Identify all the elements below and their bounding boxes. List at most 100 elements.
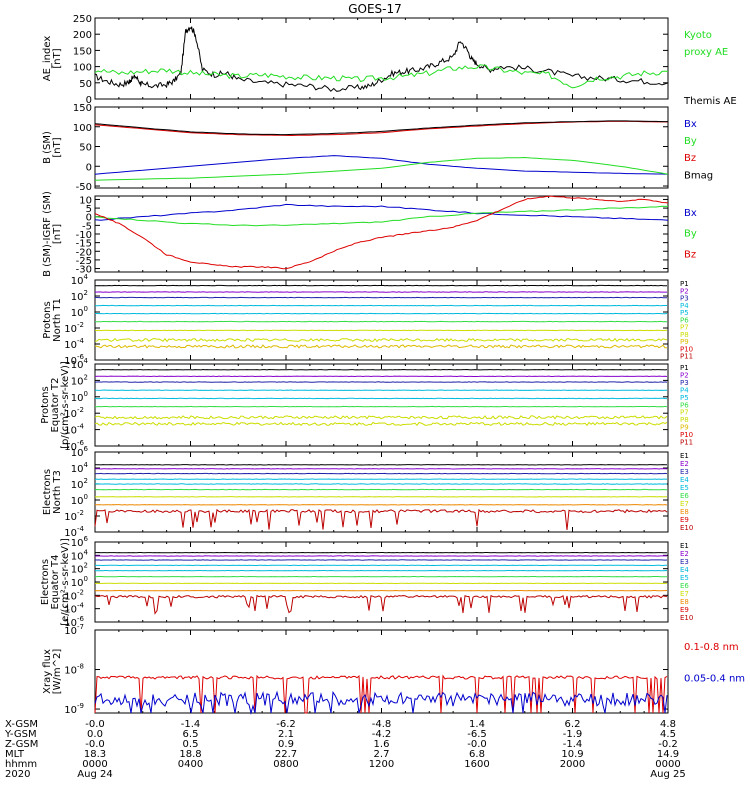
x-axis-row-value: 0.0 [87,729,103,740]
y-axis-label: B (SM)-IGRF (SM) [42,191,53,277]
series-line-bz [94,120,669,137]
flux-line-p8 [94,337,668,343]
x-axis-row-value: 4.5 [660,729,676,740]
x-axis-row-label: MLT [5,749,25,760]
legend-label: E10 [680,524,693,532]
panel-frame [94,106,669,189]
legend-label: P9 [680,424,689,432]
x-axis-row-label: Z-GSM [5,739,38,750]
legend-label: 0.05-0.4 nm [684,674,745,685]
panel-frame [94,629,669,714]
x-axis-row-value: Aug 25 [650,769,685,780]
flux-line-e9 [94,594,668,615]
legend-label: E5 [680,574,689,582]
x-axis-row-value: 0000 [82,759,107,770]
y-tick-label: 106 [71,445,89,459]
legend-label: P1 [680,280,689,288]
legend-label: P1 [680,364,689,372]
y-axis-label: Protons [42,301,53,338]
legend-label: E6 [680,492,689,500]
legend-label: P7 [680,324,689,332]
x-axis-row-value: 1600 [464,759,489,770]
series-line-bz [94,195,669,270]
legend-label: E2 [680,550,689,558]
legend-label: Bx [684,208,697,219]
x-axis-row-value: -0.0 [85,739,105,750]
panel-frame [94,17,669,100]
y-axis-label: Electrons [40,559,51,605]
legend-label: proxy AE [684,47,728,58]
y-axis-label: [p/(cm²-s-sr-keV)] [60,361,71,449]
legend-label: P6 [680,401,689,409]
page-title: GOES-17 [348,2,402,16]
x-axis-row-value: 2.1 [278,729,294,740]
flux-line-p8 [94,421,668,427]
y-tick-label: 102 [71,477,88,491]
legend-label: E1 [680,452,689,460]
y-tick-label: -50 [76,182,92,193]
legend-label: P11 [680,353,693,361]
x-axis-row-value: 22.7 [275,749,297,760]
flux-line-p7 [94,415,668,420]
legend-label: E3 [680,468,689,476]
y-tick-label: 250 [73,14,92,25]
y-tick-label: 102 [71,289,88,303]
legend-label: P4 [680,302,689,310]
y-tick-label: 0 [86,162,92,173]
x-axis-row-value: Aug 24 [77,769,112,780]
x-axis-row-value: 2.7 [374,749,390,760]
x-axis-row-value: 6.8 [469,749,485,760]
legend-label: Themis AE [683,96,737,107]
legend-label: E2 [680,460,689,468]
y-tick-label: -25 [76,256,92,267]
legend-label: E3 [680,558,689,566]
y-tick-label: -15 [76,239,92,250]
legend-label: P2 [680,371,689,379]
legend-label: By [684,136,697,147]
x-axis-row-value: -1.9 [563,729,583,740]
y-axis-label: Equator T2 [50,378,61,433]
legend-label: Kyoto [684,30,712,41]
x-axis-row-label: hhmm [5,759,37,770]
legend-label: E8 [680,508,689,516]
legend-label: P5 [680,394,689,402]
x-axis-row-value: 1.6 [374,739,390,750]
x-axis-row-value: 0400 [178,759,203,770]
x-axis-row-value: 0000 [655,759,680,770]
x-axis-row-label: 2020 [5,769,30,780]
legend-label: P8 [680,331,689,339]
legend-label: E9 [680,606,689,614]
series-line-kyoto-proxy-ae [94,64,669,89]
x-axis-row-value: -4.8 [372,719,392,730]
y-tick-label: 10 [79,195,92,206]
legend-label: P7 [680,409,689,417]
y-axis-label: B (SM) [42,131,53,164]
flux-line-0-05-0-4-nm [94,690,668,715]
x-axis-row-value: 1200 [369,759,394,770]
flux-line-e9 [94,508,668,531]
legend-label: E1 [680,542,689,550]
y-tick-label: -30 [76,265,92,276]
legend-label: P11 [680,439,693,447]
y-axis-label: North T1 [52,298,63,342]
legend-label: Bmag [684,170,713,181]
legend-label: E4 [680,566,689,574]
legend-label: P3 [680,379,689,387]
y-tick-label: 50 [79,79,92,90]
legend-label: Bz [684,249,696,260]
legend-label: By [684,229,697,240]
series-line-themis-ae [94,26,669,92]
y-tick-label: 10-4 [64,525,84,539]
y-tick-label: -5 [82,221,92,232]
legend-label: P10 [680,345,693,353]
x-axis-row-value: 14.9 [657,749,679,760]
legend-label: E8 [680,598,689,606]
y-axis-label: Xray flux [42,649,53,694]
y-axis-label: [nT] [52,48,63,68]
y-tick-label: 200 [73,30,92,41]
x-axis-row-value: 2000 [560,759,585,770]
y-axis-label: Electrons [42,469,53,515]
y-tick-label: 0 [86,95,92,106]
y-axis-label: Equator T4 [50,555,61,610]
series-line-bmag [94,120,668,136]
